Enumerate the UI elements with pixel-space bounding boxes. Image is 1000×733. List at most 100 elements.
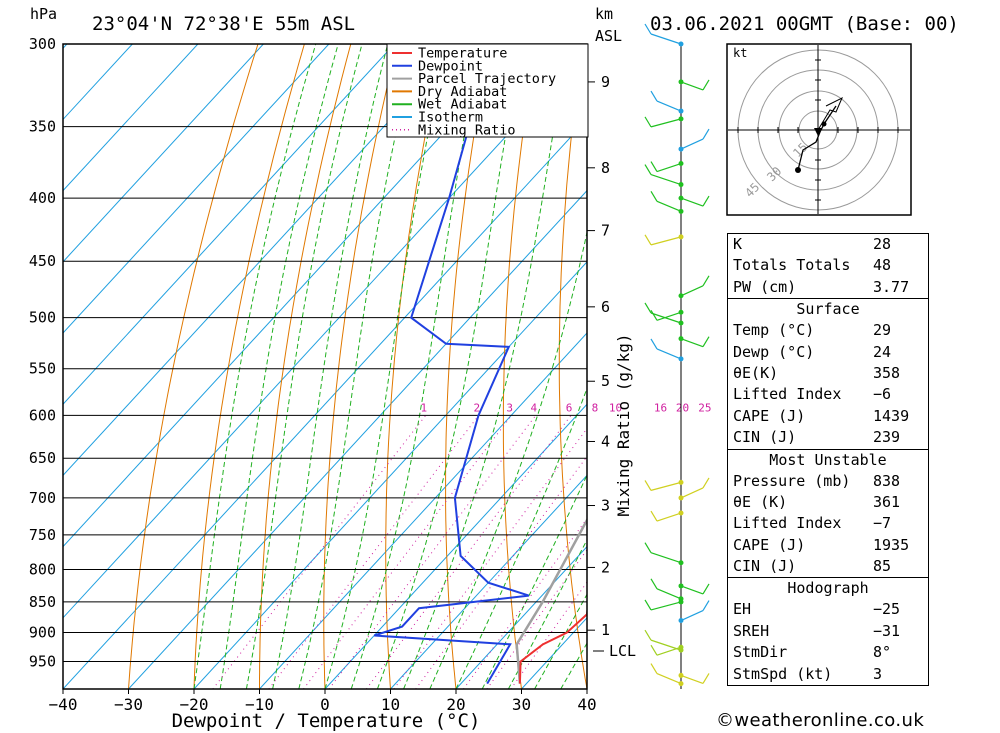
mixing-ratio-axis-title: Mixing Ratio (g/kg) <box>614 333 633 516</box>
index-row: StmDir 8° <box>728 642 928 663</box>
isotherm-line <box>63 118 587 689</box>
isotherm-line <box>259 332 587 689</box>
x-tick-label: −20 <box>180 695 209 714</box>
copyright-footer[interactable]: ©weatheronline.co.uk <box>716 710 925 731</box>
wind-barb <box>680 338 704 348</box>
totals-totals-label: Totals Totals <box>733 256 851 275</box>
wind-barb <box>650 552 682 564</box>
wind-barb-feather <box>644 629 652 641</box>
pressure-axis-labels: 300 350 400 450 500 550 600 650 700 750 800 850 900 9… <box>29 35 56 671</box>
lcl-label: LCL <box>609 642 636 660</box>
legend-label: Temperature <box>418 46 507 62</box>
isotherm-line <box>63 44 330 334</box>
sounding-curves <box>373 44 587 685</box>
wind-barb <box>656 512 682 522</box>
surface-temp-label: Temp (°C) <box>733 321 815 340</box>
wind-barb-feather <box>702 195 710 207</box>
wet-adiabat-line <box>245 44 363 689</box>
index-row: CIN (J) 239 <box>728 427 928 448</box>
wind-barb <box>680 487 704 499</box>
mixing-ratio-label: 10 <box>609 401 622 414</box>
totals-totals-value: 48 <box>873 256 892 275</box>
wind-barb <box>656 311 682 321</box>
pw-label: PW (cm) <box>733 277 797 296</box>
mixing-ratio-line <box>212 414 427 689</box>
x-axis-title: Dewpoint / Temperature (°C) <box>172 710 481 732</box>
surface-dewp-value: 24 <box>873 342 892 361</box>
surface-thetae-value: 358 <box>873 363 901 382</box>
legend-label: Isotherm <box>418 110 483 126</box>
pressure-label: 800 <box>29 560 56 578</box>
surface-heading: Surface <box>796 300 860 319</box>
dewpoint-line <box>373 44 530 685</box>
wind-level-dot <box>678 79 684 85</box>
mixing-ratio-label: 20 <box>676 401 689 414</box>
km-tick-label: 3 <box>601 497 610 515</box>
wind-level-dot <box>678 309 684 315</box>
wind-barb-feather <box>702 336 710 347</box>
wind-level-dot <box>678 672 684 678</box>
wind-level-dot <box>678 161 684 167</box>
x-tick-label: 20 <box>446 695 465 714</box>
index-row: CAPE (J) 1935 <box>728 535 928 556</box>
pressure-label: 600 <box>29 406 56 424</box>
isotherm-lines <box>63 44 587 689</box>
hodograph-unit: kt <box>733 46 747 60</box>
wind-barb-feather <box>644 23 652 35</box>
km-axis-labels: 9 8 7 6 5 4 3 2 1 <box>587 73 610 639</box>
index-row: CAPE (J) 1439 <box>728 406 928 427</box>
wind-barb <box>650 481 682 491</box>
hodograph: 15 30 45 <box>728 45 910 214</box>
location-title: 23°04'N 72°38'E 55m ASL <box>92 13 355 35</box>
surface-cape-label: CAPE (J) <box>733 406 806 425</box>
wind-barb <box>680 285 704 297</box>
mu-li-label: Lifted Index <box>733 514 842 533</box>
km-tick-label: 4 <box>601 432 610 450</box>
stmspd-value: 3 <box>873 664 883 683</box>
mu-cape-label: CAPE (J) <box>733 535 806 554</box>
surface-cape-value: 1439 <box>873 406 910 425</box>
wind-barb-feather <box>644 164 652 175</box>
pw-value: 3.77 <box>873 277 910 296</box>
surface-temp-value: 29 <box>873 321 892 340</box>
most-unstable-heading: Most Unstable <box>769 450 887 469</box>
wind-barb-feather <box>650 90 658 102</box>
wind-barb <box>680 674 704 685</box>
asl-label: ASL <box>595 27 622 45</box>
isotherm-line <box>390 474 587 689</box>
wind-level-dot <box>678 293 684 299</box>
x-tick-label: −30 <box>114 695 143 714</box>
mu-cin-label: CIN (J) <box>733 557 797 576</box>
mu-pressure-label: Pressure (mb) <box>733 471 851 490</box>
surface-li-label: Lifted Index <box>733 385 842 404</box>
dry-adiabat-line <box>445 44 491 689</box>
k-index-value: 28 <box>873 235 892 253</box>
hpa-label: hPa <box>30 5 57 23</box>
dry-adiabat-line <box>193 44 305 689</box>
dry-adiabat-line <box>954 44 1000 689</box>
legend-label: Dry Adiabat <box>418 84 507 100</box>
isotherm-line <box>63 47 587 619</box>
surface-cin-value: 239 <box>873 428 901 447</box>
wind-barb <box>650 601 682 611</box>
pressure-label: 400 <box>29 189 56 207</box>
mu-li-value: −7 <box>873 514 892 533</box>
wind-barb-feather <box>702 275 710 287</box>
wet-adiabat-line <box>481 474 587 689</box>
pressure-label: 500 <box>29 309 56 327</box>
wind-barb <box>680 197 704 207</box>
mu-pressure-value: 838 <box>873 471 901 490</box>
index-row: SREH −31 <box>728 621 928 642</box>
wind-barb-feather <box>650 578 658 590</box>
x-tick-label: 40 <box>577 695 596 714</box>
k-index-label: K <box>733 235 743 253</box>
x-tick-label: 0 <box>320 695 330 714</box>
mixing-ratio-label: 4 <box>530 401 537 414</box>
wind-barb-feather <box>650 510 658 522</box>
pressure-label: 750 <box>29 526 56 544</box>
index-row: StmSpd (kt) 3 <box>728 664 928 685</box>
wind-barb-feather <box>650 191 658 202</box>
pressure-label: 850 <box>29 593 56 611</box>
wind-barb-feather <box>702 673 710 684</box>
